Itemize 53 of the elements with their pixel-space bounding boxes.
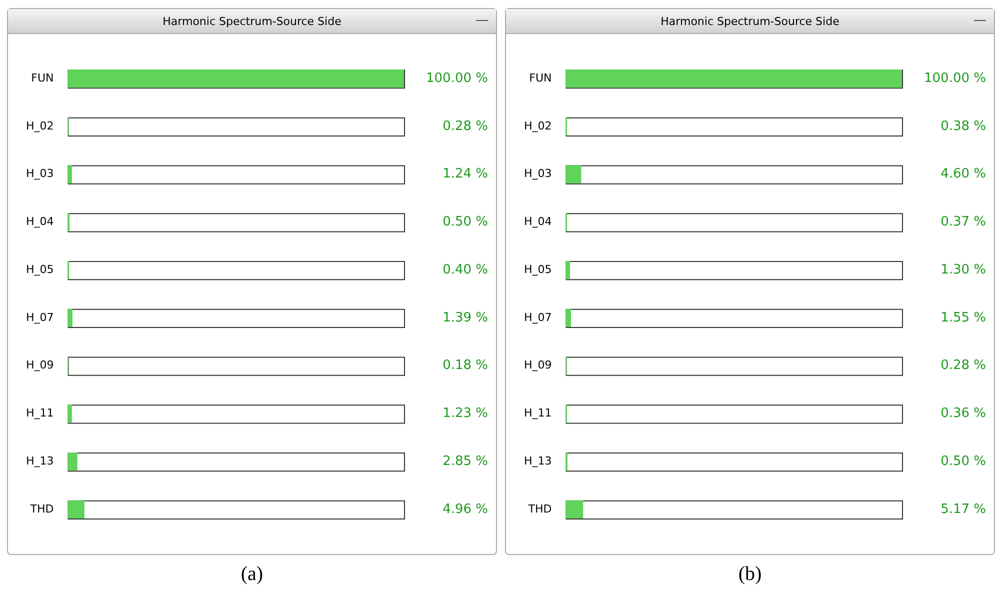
y-tick-label: H_05 bbox=[26, 262, 54, 276]
data-label: 1.55 % bbox=[940, 310, 986, 326]
data-label: 5.17 % bbox=[940, 502, 986, 517]
data-label: 0.36 % bbox=[940, 406, 986, 422]
data-label: 0.28 % bbox=[442, 118, 488, 134]
data-label: 1.23 % bbox=[442, 406, 488, 422]
data-label: 0.50 % bbox=[940, 454, 986, 469]
y-tick-label: H_11 bbox=[26, 406, 54, 420]
chart-title: Harmonic Spectrum-Source Side bbox=[162, 14, 342, 28]
data-label: 0.50 % bbox=[442, 214, 488, 230]
data-label: 100.00 % bbox=[426, 70, 488, 86]
y-tick-label: H_04 bbox=[26, 215, 54, 228]
data-label: 0.38 % bbox=[940, 118, 986, 134]
data-label: 1.24 % bbox=[442, 166, 488, 182]
y-tick-label: H_02 bbox=[524, 119, 552, 132]
data-label: 2.85 % bbox=[442, 454, 488, 469]
y-tick-label: H_09 bbox=[26, 358, 54, 372]
y-tick-label: THD bbox=[29, 502, 54, 516]
data-label: 1.30 % bbox=[940, 262, 986, 278]
bar bbox=[68, 308, 72, 328]
y-tick-label: FUN bbox=[31, 71, 54, 84]
text: (a) bbox=[240, 563, 264, 586]
bar bbox=[68, 404, 72, 423]
text: (b) bbox=[738, 563, 762, 586]
y-tick-label: H_05 bbox=[524, 262, 552, 276]
data-label: 0.40 % bbox=[442, 262, 488, 278]
bar bbox=[566, 308, 571, 328]
y-tick-label: FUN bbox=[529, 71, 552, 84]
y-tick-label: H_03 bbox=[26, 167, 54, 180]
y-tick-label: H_13 bbox=[524, 454, 552, 468]
bar bbox=[68, 165, 72, 184]
y-tick-label: THD bbox=[527, 502, 552, 516]
y-tick-label: H_03 bbox=[524, 167, 552, 180]
bar bbox=[566, 500, 584, 519]
y-tick-label: H_11 bbox=[524, 406, 552, 420]
y-tick-label: H_02 bbox=[26, 119, 54, 132]
y-tick-label: H_07 bbox=[524, 310, 552, 324]
data-label: 4.60 % bbox=[940, 166, 986, 182]
data-label: 0.18 % bbox=[442, 358, 488, 374]
y-tick-label: H_04 bbox=[524, 215, 552, 228]
chart-title: Harmonic Spectrum-Source Side bbox=[660, 14, 840, 28]
data-label: 1.39 % bbox=[442, 310, 488, 326]
y-tick-label: H_09 bbox=[524, 358, 552, 372]
bar bbox=[566, 165, 582, 184]
y-tick-label: H_13 bbox=[26, 454, 54, 468]
bar bbox=[566, 260, 570, 280]
data-label: 4.96 % bbox=[442, 502, 488, 517]
bar bbox=[68, 500, 84, 519]
y-tick-label: H_07 bbox=[26, 310, 54, 324]
data-label: 0.37 % bbox=[940, 214, 986, 230]
data-label: 0.28 % bbox=[940, 358, 986, 374]
data-label: 100.00 % bbox=[924, 70, 986, 86]
bar bbox=[68, 452, 78, 471]
